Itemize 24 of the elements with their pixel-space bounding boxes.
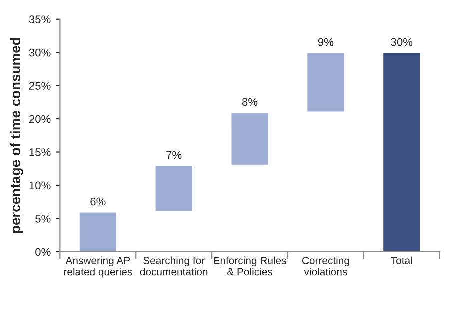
data-label: 8%: [242, 98, 258, 106]
bar: [230, 112, 270, 166]
bar: [154, 164, 194, 213]
y-tick-label: 5%: [36, 215, 51, 223]
y-tick-label: 0%: [36, 248, 51, 256]
data-label: 7%: [166, 151, 182, 160]
x-tick-label: Correcting violations: [302, 256, 350, 276]
x-tick-label: Searching for documentation: [140, 256, 208, 276]
y-axis-title: percentage of time consumed: [10, 38, 24, 234]
x-tick-label: Enforcing Rules & Policies: [214, 256, 286, 276]
bar: [78, 211, 118, 252]
data-label: 9%: [318, 38, 334, 46]
y-tick-label: 15%: [30, 148, 51, 156]
x-tick-label: Answering AP related queries: [64, 256, 132, 278]
x-tick-label: Total: [391, 256, 412, 264]
data-label: 6%: [90, 198, 106, 206]
data-label: 30%: [391, 38, 413, 46]
y-tick-label: 25%: [29, 82, 51, 90]
y-tick-label: 10%: [30, 182, 51, 190]
bar: [382, 52, 422, 252]
bar: [306, 52, 346, 114]
y-tick-label: 20%: [29, 115, 51, 124]
y-tick-label: 30%: [29, 48, 51, 57]
y-tick-label: 35%: [29, 16, 51, 24]
